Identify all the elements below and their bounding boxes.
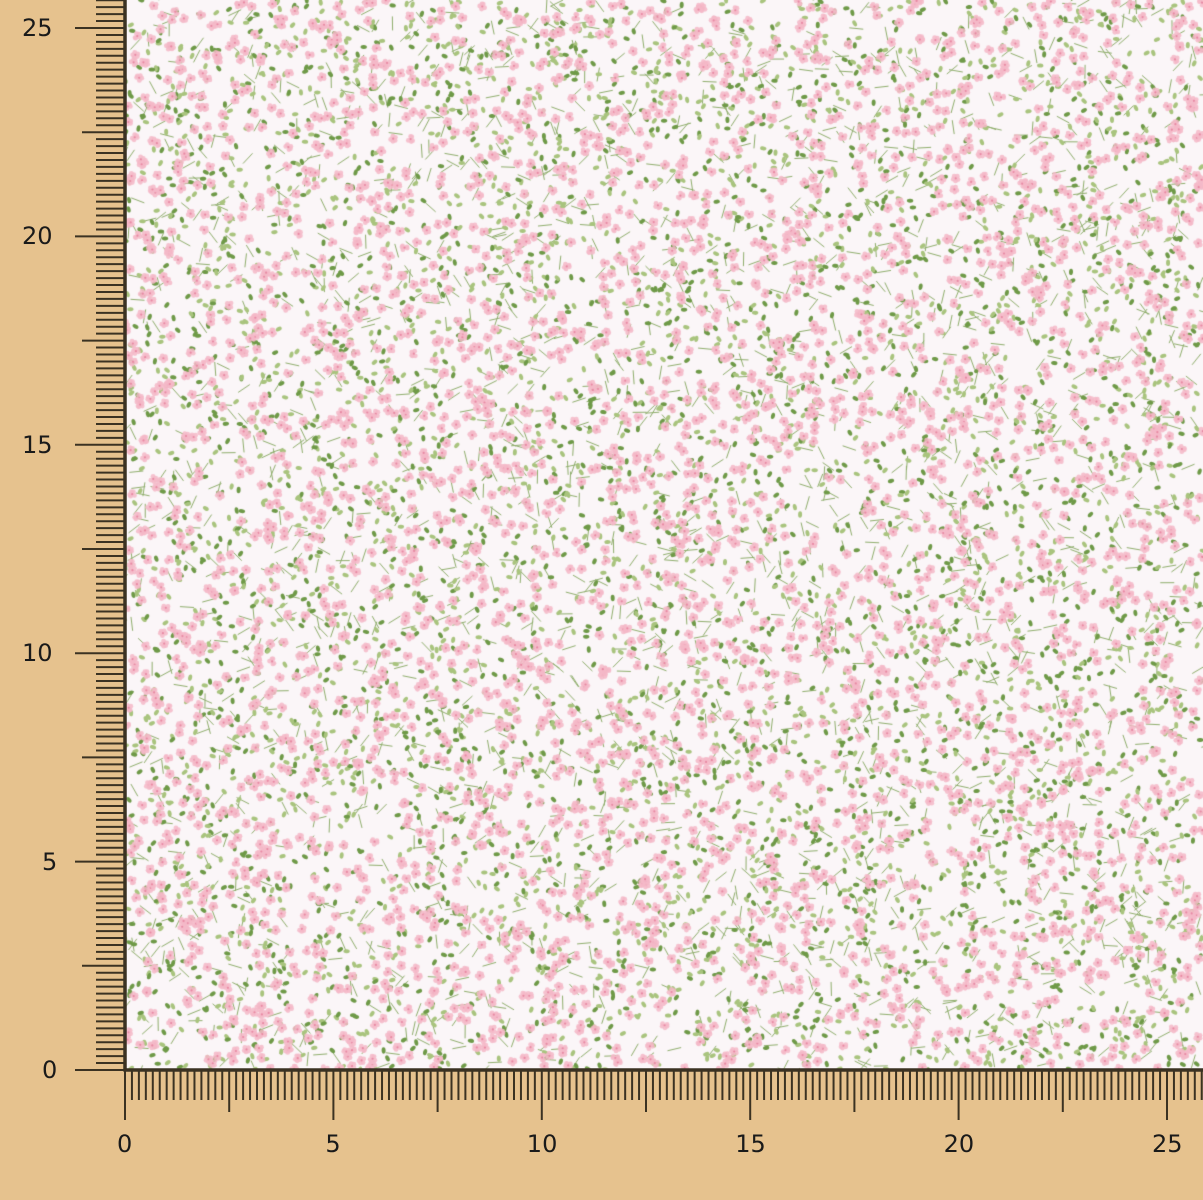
x-ruler-label: 25 xyxy=(1152,1130,1183,1158)
floral-pattern xyxy=(125,0,1203,1070)
fabric-swatch xyxy=(125,0,1203,1070)
y-ruler-label: 25 xyxy=(22,14,53,42)
y-ruler-label: 0 xyxy=(42,1056,58,1084)
y-ruler-label: 10 xyxy=(22,639,53,668)
x-ruler-label: 5 xyxy=(325,1130,341,1158)
y-ruler-label: 5 xyxy=(42,847,58,876)
x-ruler-label: 10 xyxy=(526,1130,558,1158)
y-ruler-label: 20 xyxy=(22,222,53,251)
x-ruler-label: 0 xyxy=(117,1130,133,1158)
y-ruler-label: 15 xyxy=(22,430,53,459)
x-ruler-label: 20 xyxy=(943,1130,975,1158)
x-ruler-label: 15 xyxy=(735,1130,766,1158)
